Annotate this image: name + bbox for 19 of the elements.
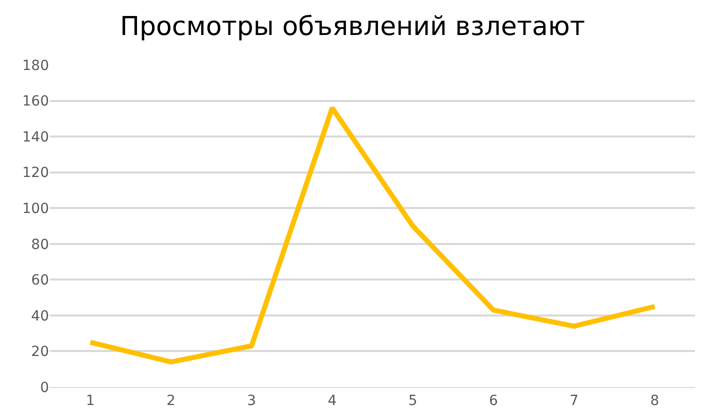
x-tick-label: 7 bbox=[570, 392, 579, 409]
y-tick-label: 180 bbox=[22, 58, 49, 74]
y-tick-label: 120 bbox=[22, 165, 49, 182]
y-tick-label: 20 bbox=[31, 344, 49, 360]
chart-title: Просмотры объявлений взлетают bbox=[120, 12, 586, 42]
y-tick-label: 0 bbox=[40, 380, 49, 396]
x-tick-label: 5 bbox=[408, 392, 418, 409]
x-tick-label: 8 bbox=[650, 392, 660, 409]
x-tick-label: 3 bbox=[247, 392, 256, 409]
y-tick-label: 80 bbox=[31, 236, 49, 253]
x-tick-label: 6 bbox=[488, 392, 498, 409]
x-tick-label: 2 bbox=[166, 392, 176, 409]
x-tick-label: 4 bbox=[328, 392, 337, 409]
y-tick-label: 160 bbox=[22, 94, 49, 110]
y-tick-label: 60 bbox=[31, 272, 49, 289]
y-tick-label: 40 bbox=[31, 308, 49, 324]
x-tick-label: 1 bbox=[86, 392, 95, 409]
y-tick-label: 140 bbox=[22, 129, 49, 146]
y-tick-label: 100 bbox=[22, 201, 49, 218]
